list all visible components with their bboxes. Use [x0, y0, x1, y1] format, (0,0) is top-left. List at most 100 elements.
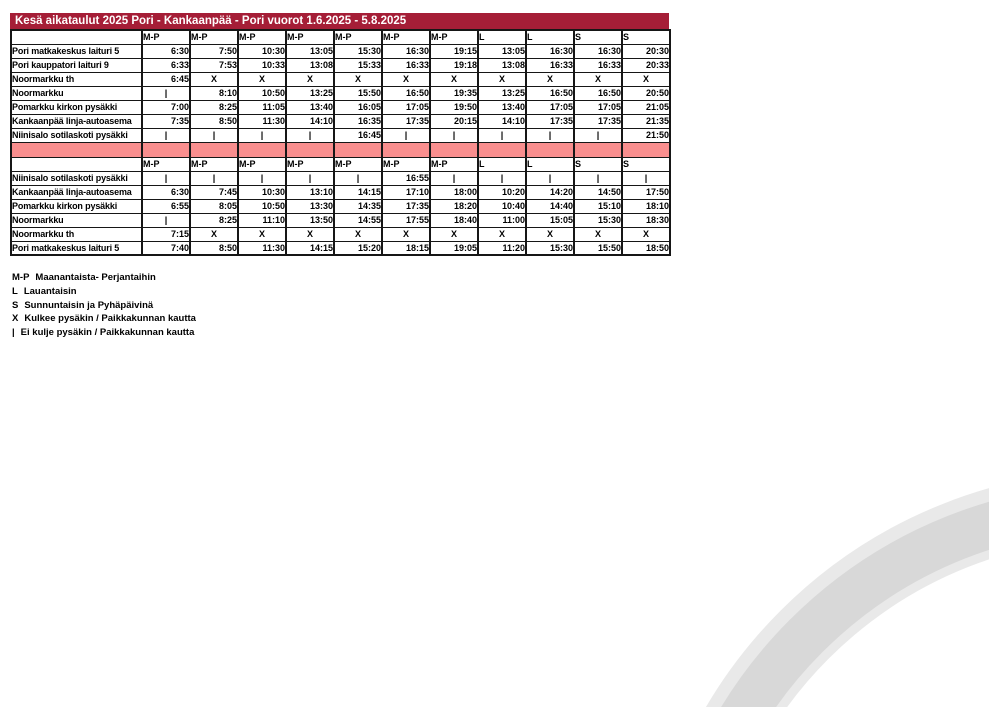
time-cell: 15:30 [525, 240, 575, 256]
time-cell: 15:50 [573, 240, 623, 256]
timetable-row: Pori matkakeskus laituri 5 6:30 7:50 10:30 1… [10, 43, 671, 59]
time-cell: 14:50 [573, 184, 623, 200]
timetable-row: Pori kauppatori laituri 9 6:33 7:53 10:33 13… [10, 57, 671, 73]
symbol-cell: X [381, 226, 431, 242]
time-cell: 11:30 [237, 113, 287, 129]
symbol-cell: X [333, 226, 383, 242]
stop-name-cell: Kankaanpää linja-autoasema [10, 113, 143, 129]
time-cell: 19:15 [429, 43, 479, 59]
time-cell: 17:50 [621, 184, 671, 200]
decorative-arc-halo [706, 488, 989, 707]
time-cell: 19:05 [429, 240, 479, 256]
time-cell: 10:30 [237, 43, 287, 59]
time-cell: 17:05 [381, 99, 431, 115]
day-code-cell: L [525, 29, 575, 45]
time-cell: 16:33 [525, 57, 575, 73]
time-cell: 16:55 [381, 170, 431, 186]
time-cell: 17:10 [381, 184, 431, 200]
symbol-cell: | [573, 170, 623, 186]
time-cell: 19:35 [429, 85, 479, 101]
symbol-cell: | [237, 170, 287, 186]
day-code-cell: M-P [333, 156, 383, 172]
time-cell: 17:05 [525, 99, 575, 115]
timetable-row: Pomarkku kirkon pysäkki 6:55 8:05 10:50 13:3… [10, 198, 671, 214]
time-cell: 13:40 [285, 99, 335, 115]
legend-item: L Lauantaisin [12, 285, 196, 299]
day-code-header-row: M-P M-P M-P M-P M-P M-P M-P L L S S [10, 29, 671, 45]
time-cell: 17:35 [525, 113, 575, 129]
time-cell: 6:33 [141, 57, 191, 73]
symbol-cell: X [381, 71, 431, 87]
day-code-cell: M-P [237, 29, 287, 45]
stop-name-cell: Pomarkku kirkon pysäkki [10, 198, 143, 214]
time-cell: 15:20 [333, 240, 383, 256]
stop-name-cell: Pomarkku kirkon pysäkki [10, 99, 143, 115]
symbol-cell: X [477, 226, 527, 242]
decorative-arc-band [721, 501, 989, 707]
legend-symbol: | [12, 327, 15, 339]
separator-cell [10, 141, 143, 158]
legend: M-P Maanantaista- Perjantaihin L Lauantaisi… [12, 271, 196, 340]
day-code-cell: M-P [429, 156, 479, 172]
time-cell: 8:25 [189, 99, 239, 115]
day-code-cell: M-P [141, 29, 191, 45]
time-cell: 20:15 [429, 113, 479, 129]
symbol-cell: | [429, 127, 479, 143]
time-cell: 7:40 [141, 240, 191, 256]
symbol-cell: X [189, 226, 239, 242]
time-cell: 21:05 [621, 99, 671, 115]
stop-name-cell: Niinisalo sotilaskoti pysäkki [10, 170, 143, 186]
time-cell: 17:35 [381, 198, 431, 214]
legend-text: Kulkee pysäkin / Paikkakunnan kautta [24, 313, 196, 325]
day-code-cell: L [477, 29, 527, 45]
time-cell: 13:05 [477, 43, 527, 59]
time-cell: 18:20 [429, 198, 479, 214]
symbol-cell: X [477, 71, 527, 87]
timetable-row: Noormarkku | 8:25 11:10 13:50 14:55 17:55 18:40… [10, 212, 671, 228]
time-cell: 10:50 [237, 198, 287, 214]
time-cell: 7:53 [189, 57, 239, 73]
symbol-cell: X [525, 71, 575, 87]
separator-cell [573, 141, 623, 158]
time-cell: 18:15 [381, 240, 431, 256]
day-code-cell: M-P [189, 156, 239, 172]
time-cell: 8:05 [189, 198, 239, 214]
legend-symbol: M-P [12, 272, 30, 283]
symbol-cell: | [381, 127, 431, 143]
time-cell: 16:50 [573, 85, 623, 101]
time-cell: 10:40 [477, 198, 527, 214]
day-code-cell: S [621, 29, 671, 45]
time-cell: 17:35 [573, 113, 623, 129]
timetable-table: M-P M-P M-P M-P M-P M-P M-P L L S S Pori matkakesku… [10, 29, 671, 256]
symbol-cell: | [429, 170, 479, 186]
separator-row [10, 141, 671, 158]
time-cell: 8:50 [189, 240, 239, 256]
legend-item: S Sunnuntaisin ja Pyhäpäivinä [12, 299, 196, 313]
time-cell: 18:30 [621, 212, 671, 228]
separator-cell [237, 141, 287, 158]
symbol-cell: | [189, 170, 239, 186]
time-cell: 13:08 [285, 57, 335, 73]
symbol-cell: X [285, 71, 335, 87]
symbol-cell: X [573, 71, 623, 87]
stop-name-cell: Pori kauppatori laituri 9 [10, 57, 143, 73]
symbol-cell: X [237, 226, 287, 242]
day-code-cell: M-P [189, 29, 239, 45]
legend-symbol: L [12, 285, 18, 297]
time-cell: 16:50 [525, 85, 575, 101]
time-cell: 13:08 [477, 57, 527, 73]
day-code-cell: M-P [237, 156, 287, 172]
time-cell: 15:33 [333, 57, 383, 73]
time-cell: 14:35 [333, 198, 383, 214]
symbol-cell: | [237, 127, 287, 143]
legend-text: Maanantaista- Perjantaihin [35, 272, 156, 283]
time-cell: 14:10 [285, 113, 335, 129]
time-cell: 7:35 [141, 113, 191, 129]
time-cell: 11:00 [477, 212, 527, 228]
legend-item: M-P Maanantaista- Perjantaihin [12, 271, 196, 285]
symbol-cell: | [141, 127, 191, 143]
time-cell: 13:30 [285, 198, 335, 214]
time-cell: 20:33 [621, 57, 671, 73]
symbol-cell: X [525, 226, 575, 242]
